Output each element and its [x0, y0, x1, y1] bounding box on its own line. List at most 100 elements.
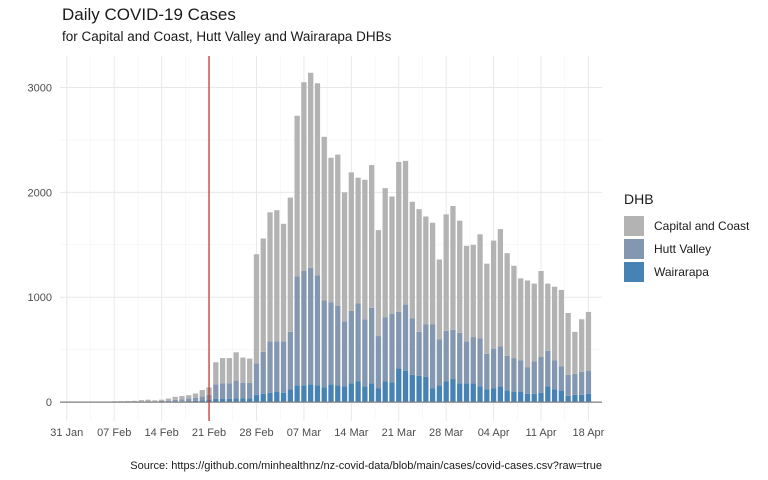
bar-wairarapa	[585, 393, 592, 403]
bar-hutt-valley	[280, 341, 287, 393]
bar-hutt-valley	[375, 336, 382, 389]
bar-wairarapa	[314, 385, 321, 403]
bar-wairarapa	[545, 386, 551, 403]
bar-hutt-valley	[287, 331, 293, 390]
bar-capital-and-coast	[470, 244, 476, 338]
bar-capital-and-coast	[518, 278, 524, 361]
legend-title: DHB	[624, 191, 654, 207]
bar-hutt-valley	[274, 341, 280, 392]
bar-wairarapa	[287, 389, 293, 403]
bar-wairarapa	[402, 370, 409, 403]
bar-capital-and-coast	[545, 283, 551, 351]
bar-wairarapa	[219, 398, 226, 403]
bar-hutt-valley	[314, 275, 321, 386]
bar-capital-and-coast	[416, 209, 422, 332]
bar-capital-and-coast	[348, 172, 354, 311]
bar-capital-and-coast	[531, 283, 537, 362]
bar-capital-and-coast	[314, 83, 321, 276]
bar-hutt-valley	[369, 307, 375, 384]
bar-capital-and-coast	[477, 234, 483, 339]
bar-wairarapa	[396, 368, 402, 403]
bar-capital-and-coast	[463, 245, 470, 342]
bar-hutt-valley	[490, 348, 497, 389]
bar-hutt-valley	[402, 304, 409, 371]
bar-hutt-valley	[172, 399, 178, 402]
bar-capital-and-coast	[328, 157, 334, 303]
bar-hutt-valley	[158, 400, 165, 402]
bar-hutt-valley	[579, 371, 585, 395]
bar-capital-and-coast	[308, 72, 314, 268]
bar-hutt-valley	[538, 357, 544, 393]
bar-wairarapa	[436, 385, 443, 403]
bar-capital-and-coast	[524, 280, 531, 368]
x-tick-label: 07 Feb	[97, 427, 131, 439]
bar-capital-and-coast	[572, 331, 578, 374]
bar-capital-and-coast	[145, 399, 151, 402]
x-tick-label: 21 Mar	[382, 427, 417, 439]
bar-hutt-valley	[389, 314, 395, 383]
legend-key	[624, 261, 644, 282]
bar-hutt-valley	[457, 332, 463, 384]
legend-key	[624, 215, 644, 236]
bar-hutt-valley	[308, 267, 314, 385]
bar-wairarapa	[355, 381, 361, 403]
bar-wairarapa	[226, 398, 233, 403]
bar-hutt-valley	[335, 305, 341, 386]
bar-capital-and-coast	[247, 358, 253, 383]
bar-hutt-valley	[301, 271, 307, 386]
bar-hutt-valley	[233, 380, 239, 399]
bar-wairarapa	[518, 391, 524, 403]
bar-wairarapa	[274, 391, 280, 403]
bar-hutt-valley	[219, 383, 226, 399]
x-tick-label: 14 Mar	[334, 427, 369, 439]
bar-hutt-valley	[240, 382, 246, 399]
bar-wairarapa	[321, 387, 327, 403]
bar-hutt-valley	[341, 321, 348, 387]
bar-capital-and-coast	[362, 179, 368, 320]
bar-wairarapa	[443, 381, 449, 403]
bar-capital-and-coast	[240, 357, 246, 383]
bar-hutt-valley	[436, 339, 443, 386]
bar-wairarapa	[199, 400, 205, 403]
bar-capital-and-coast	[179, 396, 185, 400]
bar-wairarapa	[328, 384, 334, 403]
bar-hutt-valley	[463, 341, 470, 384]
bar-capital-and-coast	[199, 390, 205, 397]
bar-hutt-valley	[294, 276, 300, 386]
bar-hutt-valley	[443, 330, 449, 382]
bar-wairarapa	[267, 392, 273, 403]
bar-hutt-valley	[531, 361, 537, 394]
bar-wairarapa	[369, 383, 375, 403]
bar-capital-and-coast	[118, 401, 124, 402]
bar-capital-and-coast	[280, 223, 287, 342]
x-tick-label: 07 Mar	[287, 427, 322, 439]
bar-capital-and-coast	[504, 253, 510, 356]
bar-capital-and-coast	[301, 82, 307, 272]
bar-hutt-valley	[558, 366, 564, 391]
bar-capital-and-coast	[158, 399, 165, 401]
bar-hutt-valley	[362, 319, 368, 387]
bar-hutt-valley	[551, 360, 558, 390]
bar-hutt-valley	[213, 384, 219, 399]
bar-wairarapa	[389, 382, 395, 403]
legend-label: Capital and Coast	[654, 218, 750, 233]
bar-hutt-valley	[192, 397, 199, 401]
bar-wairarapa	[490, 388, 497, 403]
bar-wairarapa	[409, 374, 415, 403]
bar-hutt-valley	[348, 310, 354, 384]
x-tick-label: 14 Feb	[145, 427, 179, 439]
bar-capital-and-coast	[213, 362, 219, 385]
bar-hutt-valley	[355, 303, 361, 382]
bar-hutt-valley	[321, 300, 327, 388]
bar-wairarapa	[253, 394, 260, 403]
bar-capital-and-coast	[172, 396, 178, 400]
legend-label: Hutt Valley	[654, 241, 712, 256]
legend-key	[624, 238, 644, 259]
bar-wairarapa	[538, 392, 544, 403]
bar-hutt-valley	[328, 302, 334, 385]
x-tick-label: 28 Mar	[429, 427, 464, 439]
bar-hutt-valley	[484, 353, 490, 390]
legend-item-wairarapa: Wairarapa	[624, 260, 749, 283]
bar-hutt-valley	[145, 401, 151, 402]
